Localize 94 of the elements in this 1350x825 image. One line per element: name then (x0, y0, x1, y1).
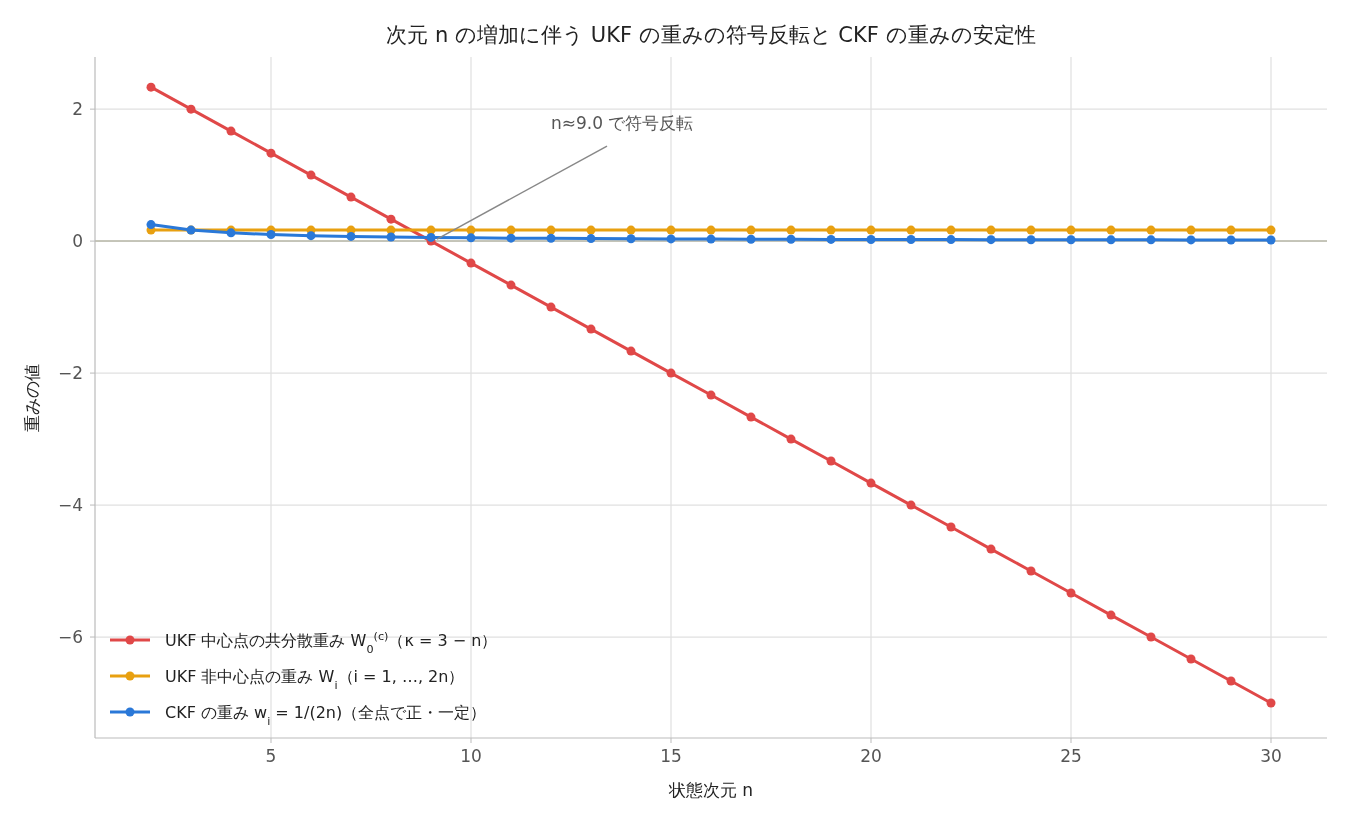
point (986, 225, 996, 235)
point (1186, 225, 1196, 235)
legend-label: CKF の重み w$_{i}$ = 1/(2n)（全点で正・一定） (165, 702, 487, 728)
point (506, 233, 516, 243)
point (1266, 225, 1276, 235)
point (706, 225, 716, 235)
point (626, 225, 636, 235)
legend-label: UKF 非中心点の重み W$_{i}$（i = 1, …, 2n） (165, 666, 465, 692)
point (1226, 235, 1236, 245)
point (586, 225, 596, 235)
x-tick-label: 10 (460, 746, 482, 766)
point (1106, 610, 1116, 620)
point (706, 234, 716, 244)
point (786, 234, 796, 244)
point (626, 234, 636, 244)
point (266, 148, 276, 158)
point (746, 412, 756, 422)
point (426, 232, 436, 242)
point (986, 235, 996, 245)
chart-title: 次元 n の増加に伴う UKF の重みの符号反転と CKF の重みの安定性 (386, 23, 1036, 47)
point (306, 231, 316, 241)
point (506, 280, 516, 290)
point (906, 500, 916, 510)
point (146, 82, 156, 92)
point (746, 234, 756, 244)
x-tick-label: 25 (1060, 746, 1082, 766)
point (1226, 225, 1236, 235)
point (706, 390, 716, 400)
point (1226, 676, 1236, 686)
point (1106, 225, 1116, 235)
point (506, 225, 516, 235)
point (1066, 235, 1076, 245)
point (466, 233, 476, 243)
point (386, 214, 396, 224)
point (746, 225, 756, 235)
point (826, 225, 836, 235)
point (226, 126, 236, 136)
point (1266, 235, 1276, 245)
point (1186, 235, 1196, 245)
point (546, 233, 556, 243)
point (466, 258, 476, 268)
point (826, 456, 836, 466)
point (786, 225, 796, 235)
y-tick-label: 2 (72, 99, 83, 120)
point (546, 302, 556, 312)
point (466, 225, 476, 235)
y-axis-title: 重みの値 (22, 363, 42, 432)
x-tick-label: 20 (860, 746, 882, 766)
point (946, 225, 956, 235)
point (1066, 225, 1076, 235)
point (666, 234, 676, 244)
x-tick-label: 15 (660, 746, 682, 766)
point (906, 235, 916, 245)
point (346, 192, 356, 202)
point (1146, 225, 1156, 235)
point (586, 234, 596, 244)
x-tick-label: 5 (265, 746, 277, 766)
point (1026, 225, 1036, 235)
point (1066, 588, 1076, 598)
point (866, 225, 876, 235)
point (666, 368, 676, 378)
annotation: n≈9.0 で符号反転 (551, 113, 694, 134)
point (266, 230, 276, 240)
point (1146, 235, 1156, 245)
point (546, 225, 556, 235)
y-tick-label: −4 (57, 495, 83, 516)
point (386, 232, 396, 242)
y-tick-label: −2 (57, 363, 83, 384)
point (866, 234, 876, 244)
point (146, 220, 156, 230)
point (946, 522, 956, 532)
point (1106, 235, 1116, 245)
point (306, 170, 316, 180)
x-tick-label: 30 (1260, 746, 1282, 766)
point (1026, 235, 1036, 245)
point (1266, 698, 1276, 708)
point (186, 104, 196, 114)
point (946, 235, 956, 245)
point (986, 544, 996, 554)
point (1146, 632, 1156, 642)
point (346, 231, 356, 241)
x-axis-title: 状態次元 n (667, 780, 754, 800)
point (1026, 566, 1036, 576)
point (826, 234, 836, 244)
point (906, 225, 916, 235)
y-tick-label: −6 (57, 626, 83, 647)
point (586, 324, 596, 334)
point (786, 434, 796, 444)
point (1186, 654, 1196, 664)
point (626, 346, 636, 356)
y-tick-label: 0 (72, 231, 83, 252)
point (666, 225, 676, 235)
legend-label: UKF 中心点の共分散重み W$_{0}$$^{(c)}$（κ = 3 − n） (165, 629, 498, 656)
point (866, 478, 876, 488)
